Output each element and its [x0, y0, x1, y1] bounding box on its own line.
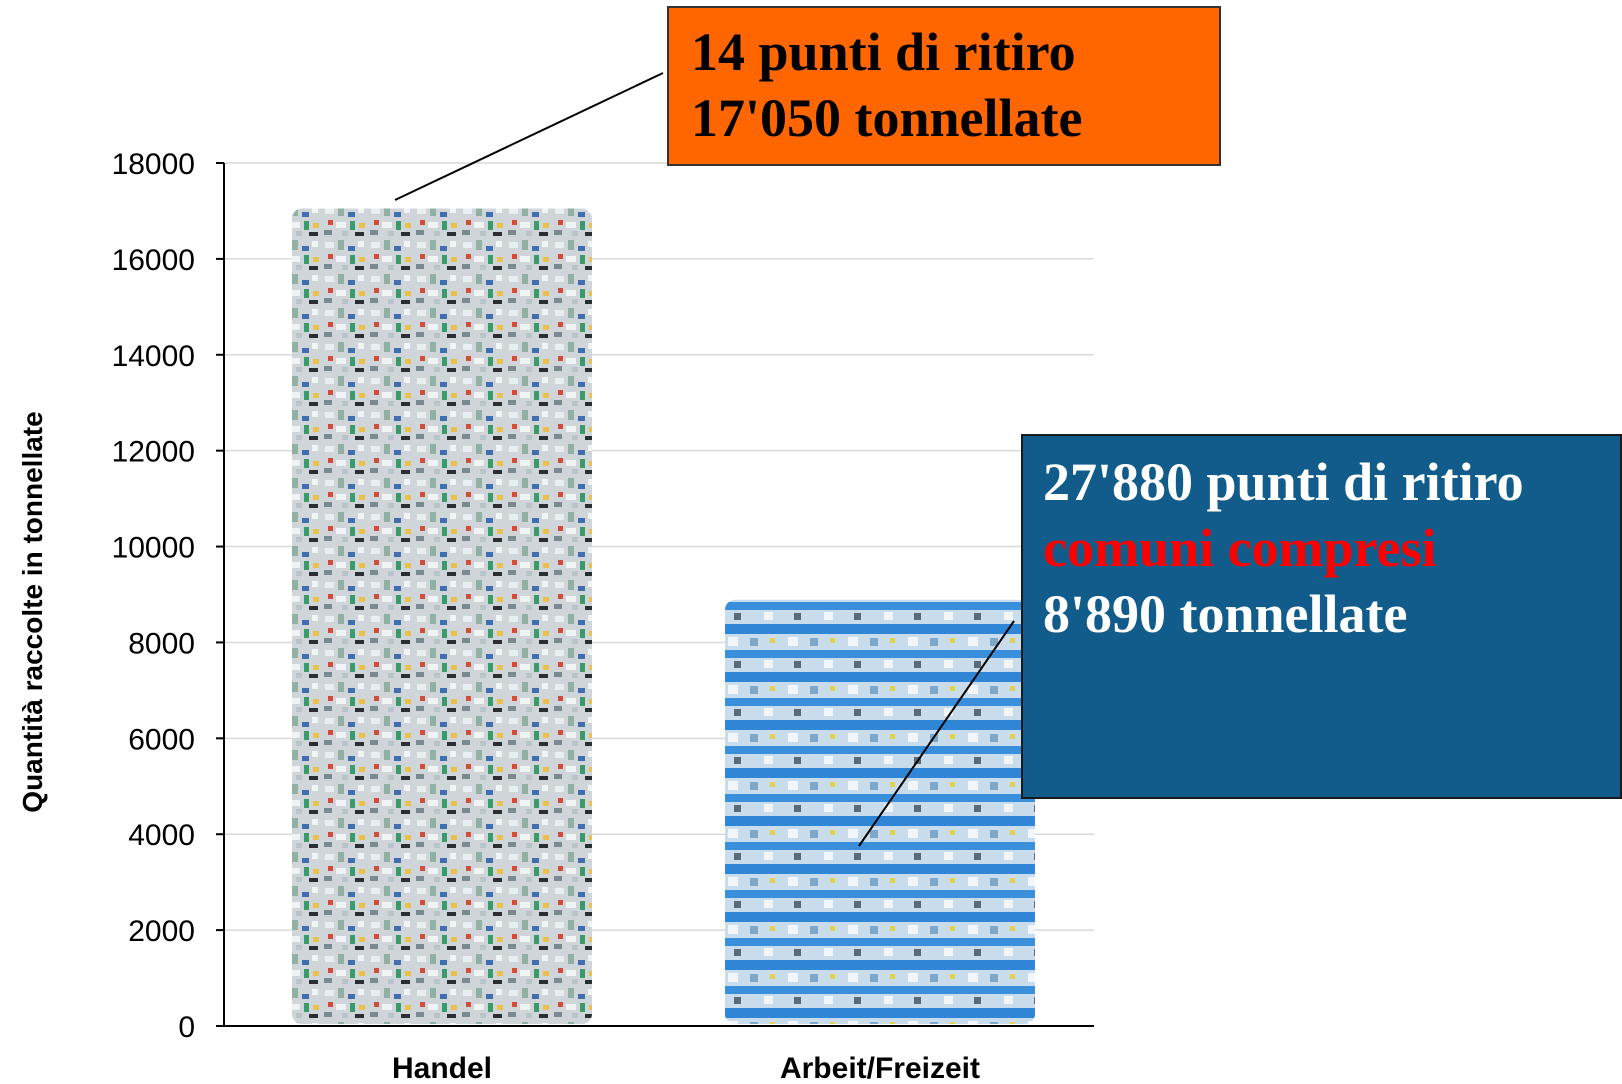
- y-tick-label: 14000: [112, 340, 195, 373]
- y-axis-label: Quantità raccolte in tonnellate: [17, 411, 48, 812]
- bar-handel: [292, 208, 592, 1024]
- y-tick-label: 6000: [128, 723, 195, 756]
- bars: [292, 208, 1035, 1024]
- arbeit-callout-leader: [858, 620, 1015, 847]
- arbeit-callout-line-1: 27'880 punti di ritiro: [1043, 452, 1524, 512]
- x-axis-labels: Handel Arbeit/Freizeit: [392, 1052, 980, 1084]
- arbeit-callout-line-3: 8'890 tonnellate: [1043, 583, 1408, 644]
- y-tick-label: 16000: [112, 244, 195, 277]
- arbeit-callout-line-2: comuni compresi: [1043, 517, 1437, 578]
- y-tick-label: 4000: [128, 819, 195, 852]
- bar-arbeit-freizeit: [725, 599, 1035, 1024]
- y-tick-label: 0: [178, 1011, 195, 1044]
- handel-callout-line-1: 14 punti di ritiro: [691, 22, 1076, 82]
- handel-callout-line-2: 17'050 tonnellate: [691, 87, 1083, 148]
- x-tick-label: Handel: [392, 1052, 492, 1084]
- y-tick-label: 12000: [112, 436, 195, 469]
- y-tick-label: 18000: [112, 148, 195, 181]
- arbeit-callout: 27'880 punti di ritiro comuni compresi 8…: [1021, 434, 1622, 799]
- handel-callout-leader: [394, 72, 664, 201]
- y-axis-ticks: 0 2000 4000 6000 8000 10000 12000 14000 16000 180…: [112, 148, 224, 1044]
- y-tick-label: 10000: [112, 532, 195, 565]
- y-tick-label: 8000: [128, 627, 195, 660]
- y-tick-label: 2000: [128, 915, 195, 948]
- x-tick-label: Arbeit/Freizeit: [780, 1052, 980, 1084]
- handel-callout: 14 punti di ritiro 17'050 tonnellate: [667, 6, 1221, 166]
